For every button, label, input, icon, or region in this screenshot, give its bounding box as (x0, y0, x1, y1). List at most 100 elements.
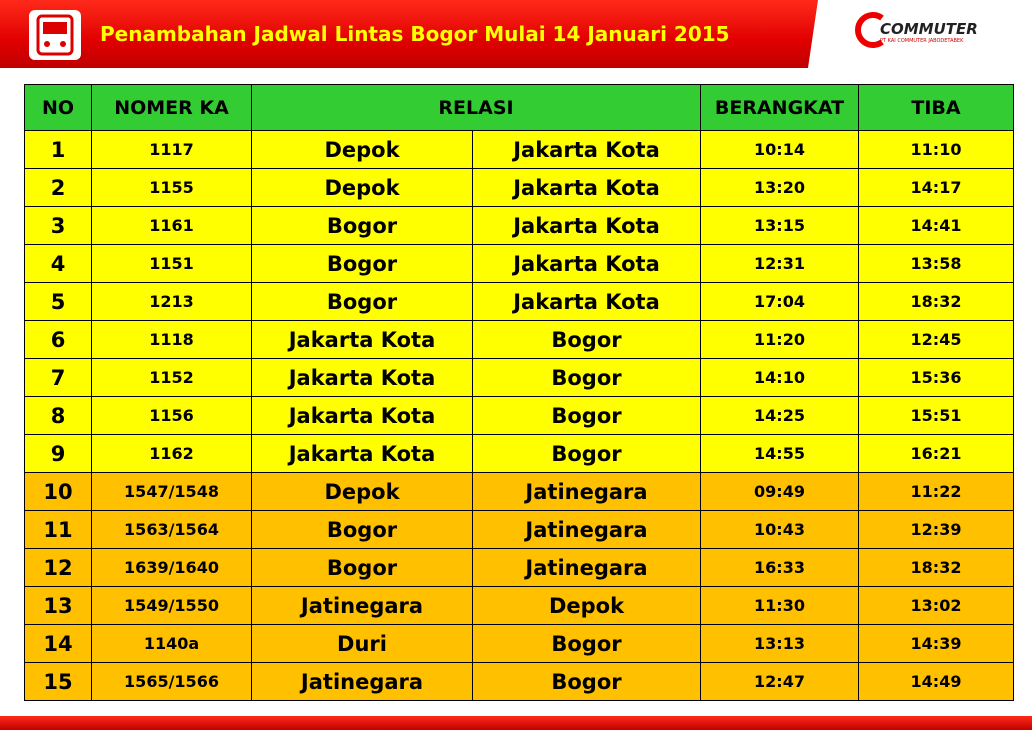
table-cell: 18:32 (858, 282, 1014, 321)
table-cell: Bogor (472, 320, 701, 359)
table-row: 3 1161 Bogor Jakarta Kota 13:15 14:41 (24, 206, 1014, 245)
table-cell: 16:33 (700, 548, 859, 587)
table-cell: Jakarta Kota (251, 358, 473, 397)
table-cell: 14:10 (700, 358, 859, 397)
table-cell: 13:15 (700, 206, 859, 245)
table-cell: 17:04 (700, 282, 859, 321)
table-cell: 10:14 (700, 130, 859, 169)
table-cell: 1155 (91, 168, 252, 207)
table-cell: Bogor (472, 434, 701, 473)
table-cell: 1162 (91, 434, 252, 473)
table-cell: Bogor (472, 396, 701, 435)
table-row: 2 1155 Depok Jakarta Kota 13:20 14:17 (24, 168, 1014, 207)
table-cell: Jakarta Kota (472, 130, 701, 169)
table-cell: 11:10 (858, 130, 1014, 169)
column-header: NO (24, 84, 92, 131)
table-cell: 13:58 (858, 244, 1014, 283)
train-svg (36, 14, 74, 56)
table-cell: 11:30 (700, 586, 859, 625)
table-cell: 1151 (91, 244, 252, 283)
table-cell: 14:25 (700, 396, 859, 435)
table-cell: 1549/1550 (91, 586, 252, 625)
table-cell: Bogor (472, 662, 701, 701)
table-cell: 14:41 (858, 206, 1014, 245)
table-cell: Jakarta Kota (472, 206, 701, 245)
table-cell: Depok (251, 472, 473, 511)
table-cell: Bogor (251, 206, 473, 245)
table-row: 11 1563/1564 Bogor Jatinegara 10:43 12:39 (24, 510, 1014, 549)
brand-name: COMMUTER (880, 20, 978, 38)
table-cell: Bogor (251, 244, 473, 283)
table-cell: 3 (24, 206, 92, 245)
title: Penambahan Jadwal Lintas Bogor Mulai 14 … (100, 22, 730, 46)
brand-mark (855, 12, 884, 48)
table-row: 9 1162 Jakarta Kota Bogor 14:55 16:21 (24, 434, 1014, 473)
table-cell: 12:45 (858, 320, 1014, 359)
table-cell: 6 (24, 320, 92, 359)
table-cell: Jatinegara (472, 548, 701, 587)
table-row: 5 1213 Bogor Jakarta Kota 17:04 18:32 (24, 282, 1014, 321)
table-row: 4 1151 Bogor Jakarta Kota 12:31 13:58 (24, 244, 1014, 283)
table-cell: 14:39 (858, 624, 1014, 663)
column-header: NOMER KA (91, 84, 252, 131)
column-header: TIBA (858, 84, 1014, 131)
table-cell: 13:13 (700, 624, 859, 663)
table-cell: 15:36 (858, 358, 1014, 397)
column-header: BERANGKAT (700, 84, 859, 131)
table-cell: 12:39 (858, 510, 1014, 549)
table-cell: 1213 (91, 282, 252, 321)
table-cell: Jakarta Kota (472, 282, 701, 321)
table-row: 1 1117 Depok Jakarta Kota 10:14 11:10 (24, 130, 1014, 169)
table-cell: 15:51 (858, 396, 1014, 435)
table-cell: Bogor (472, 624, 701, 663)
table-cell: 12:31 (700, 244, 859, 283)
table-cell: 11 (24, 510, 92, 549)
table-cell: Jakarta Kota (251, 434, 473, 473)
table-cell: Jakarta Kota (472, 244, 701, 283)
table-cell: 14:49 (858, 662, 1014, 701)
table-cell: 4 (24, 244, 92, 283)
table-cell: Jakarta Kota (251, 396, 473, 435)
table-row: 6 1118 Jakarta Kota Bogor 11:20 12:45 (24, 320, 1014, 359)
table-cell: Jatinegara (251, 586, 473, 625)
table-row: 12 1639/1640 Bogor Jatinegara 16:33 18:32 (24, 548, 1014, 587)
table-cell: Depok (472, 586, 701, 625)
table-cell: 14:55 (700, 434, 859, 473)
table-cell: Jatinegara (251, 662, 473, 701)
table-cell: Jatinegara (472, 472, 701, 511)
table-cell: Bogor (251, 548, 473, 587)
schedule-table: NO NOMER KA RELASI BERANGKAT TIBA 1 1117 Depok… (24, 84, 1014, 701)
table-cell: Depok (251, 168, 473, 207)
table-cell: 1563/1564 (91, 510, 252, 549)
table-row: 7 1152 Jakarta Kota Bogor 14:10 15:36 (24, 358, 1014, 397)
table-cell: 2 (24, 168, 92, 207)
table-cell: 14:17 (858, 168, 1014, 207)
header-row: NO NOMER KA RELASI BERANGKAT TIBA (24, 84, 1014, 131)
table-row: 8 1156 Jakarta Kota Bogor 14:25 15:51 (24, 396, 1014, 435)
table-cell: 8 (24, 396, 92, 435)
table-row: 15 1565/1566 Jatinegara Bogor 12:47 14:49 (24, 662, 1014, 701)
table-cell: Bogor (472, 358, 701, 397)
table-cell: 1156 (91, 396, 252, 435)
table-cell: 18:32 (858, 548, 1014, 587)
train-icon (29, 10, 81, 60)
table-cell: 5 (24, 282, 92, 321)
table-cell: 09:49 (700, 472, 859, 511)
table-cell: 1 (24, 130, 92, 169)
table-cell: 10:43 (700, 510, 859, 549)
table-cell: 15 (24, 662, 92, 701)
bottom-bar (0, 716, 1032, 730)
table-cell: 1161 (91, 206, 252, 245)
table-cell: 1639/1640 (91, 548, 252, 587)
logo-area (808, 0, 1032, 68)
table-cell: 1565/1566 (91, 662, 252, 701)
table-cell: 14 (24, 624, 92, 663)
table-cell: 13 (24, 586, 92, 625)
table-cell: 12:47 (700, 662, 859, 701)
table-cell: 12 (24, 548, 92, 587)
table-cell: 11:20 (700, 320, 859, 359)
table-cell: 1118 (91, 320, 252, 359)
column-header: RELASI (251, 84, 701, 131)
table-cell: 10 (24, 472, 92, 511)
